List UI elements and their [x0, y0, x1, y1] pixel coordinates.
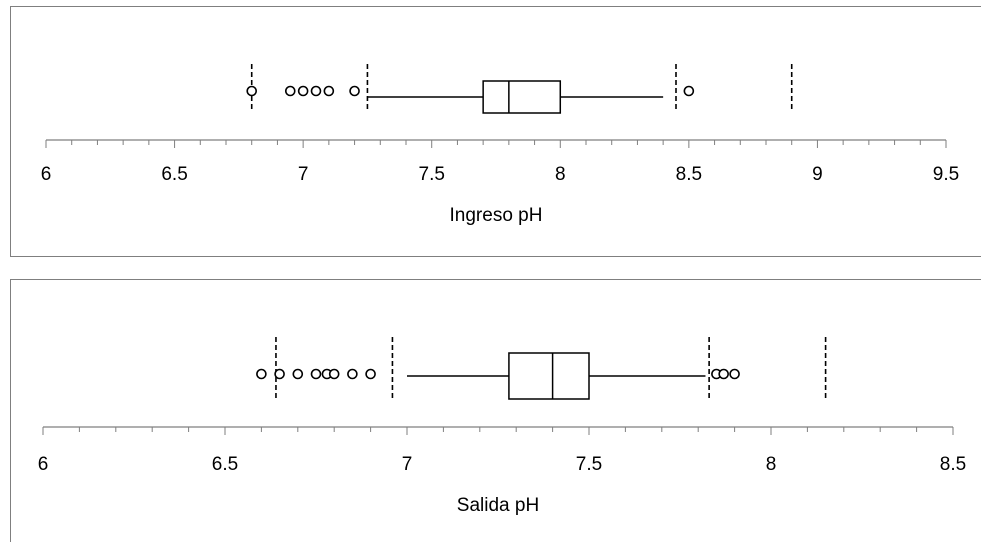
tick-label: 8.5 — [940, 454, 966, 475]
outlier-point — [328, 368, 340, 380]
x-axis-title: Ingreso pH — [450, 205, 543, 226]
outlier-point — [310, 368, 322, 380]
tick-label: 8 — [766, 454, 777, 475]
outlier-point — [246, 85, 258, 97]
outlier-point — [729, 368, 740, 380]
tick-label: 7.5 — [576, 454, 602, 475]
salida-ph-panel: Salida pH 6 6.5 7 7.5 8 8.5 — [10, 279, 981, 542]
outlier-point — [683, 85, 695, 97]
outlier-point — [365, 368, 376, 380]
ingreso-ph-boxplot: Ingreso pH 6 6.5 7 7.5 8 8.5 9 9.5 — [41, 64, 959, 226]
outlier-point — [347, 368, 358, 380]
tick-label: 6.5 — [212, 454, 238, 475]
tick-label: 9 — [812, 164, 823, 185]
tick-label: 9.5 — [933, 164, 959, 185]
tick-label: 7 — [402, 454, 413, 475]
salida-ph-boxplot: Salida pH 6 6.5 7 7.5 8 8.5 — [38, 337, 966, 516]
outlier-point — [323, 85, 335, 97]
tick-label: 8 — [555, 164, 566, 185]
outlier-point — [274, 368, 285, 380]
iqr-box — [482, 80, 562, 114]
outlier-point — [718, 368, 729, 380]
outlier-point — [349, 85, 360, 97]
tick-label: 6 — [38, 454, 49, 475]
outlier-point — [310, 85, 322, 97]
outlier-point — [284, 85, 296, 97]
tick-label: 6.5 — [161, 164, 187, 185]
tick-label: 7 — [298, 164, 309, 185]
ingreso-ph-panel: Ingreso pH 6 6.5 7 7.5 8 8.5 9 9.5 — [10, 6, 981, 257]
x-axis-title: Salida pH — [457, 495, 539, 516]
tick-label: 6 — [41, 164, 52, 185]
tick-label: 7.5 — [419, 164, 445, 185]
outlier-point — [292, 368, 304, 380]
outlier-point — [256, 368, 267, 380]
iqr-box — [508, 352, 590, 400]
tick-label: 8.5 — [676, 164, 702, 185]
outlier-point — [297, 85, 309, 97]
